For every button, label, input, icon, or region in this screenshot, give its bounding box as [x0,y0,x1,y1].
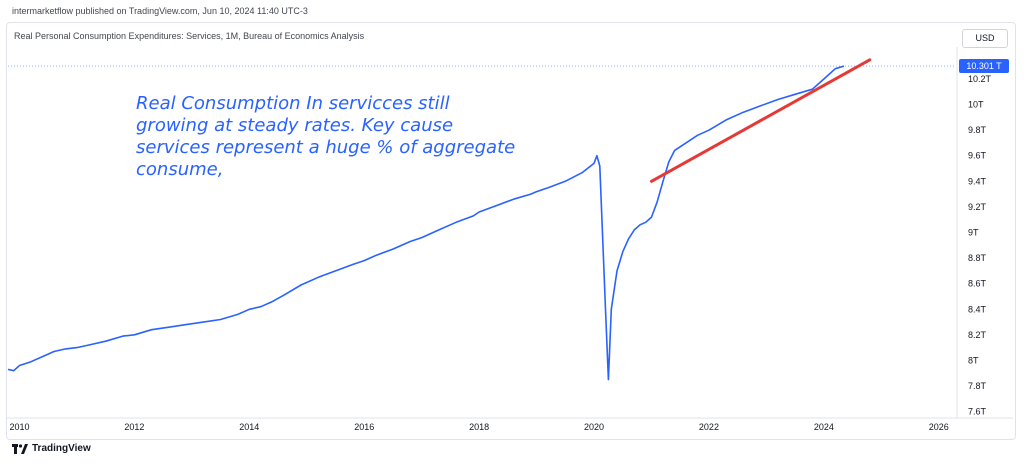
y-tick-label: 9T [968,228,979,238]
last-value-badge: 10.301 T [959,59,1009,74]
y-tick-label: 9.6T [968,151,987,161]
y-tick-label: 8.8T [968,253,987,263]
currency-button[interactable]: USD [962,29,1008,48]
last-value-label: 10.301 T [966,61,1002,71]
y-tick-labels: 7.6T 7.8T 8T 8.2T 8.4T 8.6T 8.8T 9T 9.2T 9.4T 9.6T… [968,74,992,417]
last-value-badge-bg [959,59,1009,74]
y-tick-label: 9.4T [968,176,987,186]
x-tick-label: 2020 [584,422,604,432]
y-tick-label: 10.2T [968,74,992,84]
y-tick-label: 9.2T [968,202,987,212]
x-tick-label: 2026 [929,422,949,432]
series-group [7,65,845,381]
chart-title: Real Personal Consumption Expenditures: … [14,31,365,41]
tradingview-logo-icon [12,443,28,454]
y-tick-label: 8.6T [968,279,987,289]
x-tick-label: 2014 [239,422,259,432]
y-tick-label: 10T [968,100,984,110]
series-line [7,65,845,381]
y-tick-label: 8T [968,355,979,365]
annotation-text: Real Consumption In servicces still grow… [136,93,516,180]
tradingview-logo-text: TradingView [32,443,91,454]
y-tick-label: 8.2T [968,330,987,340]
tradingview-logo[interactable]: TradingView [12,443,91,454]
x-tick-label: 2016 [354,422,374,432]
y-tick-label: 7.6T [968,407,987,417]
x-tick-label: 2010 [9,422,29,432]
y-tick-label: 7.8T [968,381,987,391]
chart-frame [6,22,1016,440]
published-caption: intermarketflow published on TradingView… [12,6,308,16]
x-tick-labels: 2010 2012 2014 2016 2018 2020 2022 2024 2026 [9,422,948,432]
x-tick-label: 2022 [699,422,719,432]
y-tick-label: 8.4T [968,304,987,314]
x-tick-label: 2018 [469,422,489,432]
y-tick-label: 9.8T [968,125,987,135]
x-tick-label: 2024 [814,422,834,432]
trend-line[interactable] [649,58,872,183]
trend-line-group [649,58,872,183]
x-tick-label: 2012 [124,422,144,432]
